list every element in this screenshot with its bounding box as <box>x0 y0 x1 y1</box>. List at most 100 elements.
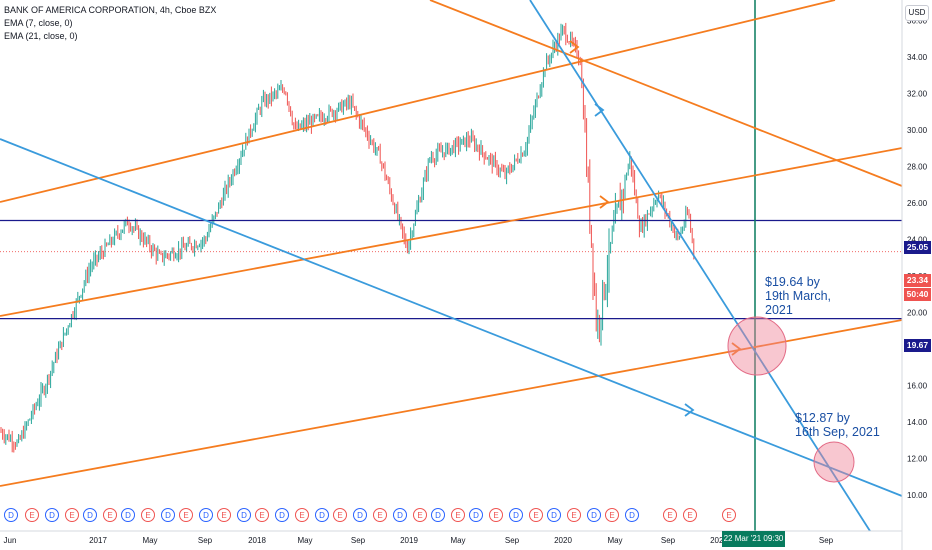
trend-arrow-icon <box>569 40 580 54</box>
event-marker-label: D <box>435 511 441 520</box>
x-tick-label: 2020 <box>554 536 572 545</box>
event-marker-label: E <box>299 511 304 520</box>
x-tick-label: Sep <box>661 536 676 545</box>
dividend-marker[interactable] <box>625 508 639 522</box>
event-marker-label: D <box>49 511 55 520</box>
x-tick-label: May <box>450 536 465 545</box>
earnings-marker[interactable] <box>489 508 503 522</box>
dividend-marker[interactable] <box>121 508 135 522</box>
earnings-marker[interactable] <box>722 508 736 522</box>
x-tick-label: May <box>607 536 622 545</box>
dividend-marker[interactable] <box>587 508 601 522</box>
event-marker-label: E <box>221 511 226 520</box>
earnings-marker[interactable] <box>25 508 39 522</box>
x-tick-label: May <box>142 536 157 545</box>
event-marker-label: D <box>203 511 209 520</box>
x-tick-label: 2017 <box>89 536 107 545</box>
legend-ema21: EMA (21, close, 0) <box>4 31 78 41</box>
earnings-marker[interactable] <box>179 508 193 522</box>
event-marker-label: D <box>551 511 557 520</box>
event-marker-label: E <box>417 511 422 520</box>
dividend-marker[interactable] <box>353 508 367 522</box>
earnings-marker[interactable] <box>683 508 697 522</box>
earnings-marker[interactable] <box>103 508 117 522</box>
y-tick-label: 26.00 <box>907 199 928 208</box>
dividend-marker[interactable] <box>547 508 561 522</box>
event-marker-label: E <box>145 511 150 520</box>
x-tick-label: Sep <box>351 536 366 545</box>
dividend-marker[interactable] <box>199 508 213 522</box>
legend-ema7: EMA (7, close, 0) <box>4 18 73 28</box>
dividend-marker[interactable] <box>315 508 329 522</box>
earnings-marker[interactable] <box>605 508 619 522</box>
x-tick-label: Jun <box>4 536 17 545</box>
currency-badge[interactable]: USD <box>905 5 929 21</box>
last-price-label: 23.34 <box>904 274 931 287</box>
event-marker-label: D <box>8 511 14 520</box>
dividend-marker[interactable] <box>393 508 407 522</box>
y-tick-label: 28.00 <box>907 163 928 172</box>
y-tick-label: 10.00 <box>907 491 928 500</box>
orange-trend-down[interactable] <box>429 0 903 187</box>
level-low-label: 19.67 <box>904 339 931 352</box>
dividend-marker[interactable] <box>161 508 175 522</box>
legend-title: BANK OF AMERICA CORPORATION, 4h, Cboe BZ… <box>4 5 217 15</box>
trend-arrow-icon <box>594 103 605 117</box>
y-tick-label: 30.00 <box>907 126 928 135</box>
event-marker-label: E <box>183 511 188 520</box>
x-tick-label: May <box>297 536 312 545</box>
event-marker-label: D <box>279 511 285 520</box>
event-marker-label: E <box>259 511 264 520</box>
orange-trend-upper[interactable] <box>0 0 836 203</box>
dividend-marker[interactable] <box>431 508 445 522</box>
earnings-marker[interactable] <box>141 508 155 522</box>
trend-arrow-icon <box>599 195 610 209</box>
dividend-marker[interactable] <box>275 508 289 522</box>
earnings-marker[interactable] <box>373 508 387 522</box>
dividend-marker[interactable] <box>469 508 483 522</box>
dividend-marker[interactable] <box>4 508 18 522</box>
event-marker-label: E <box>667 511 672 520</box>
earnings-marker[interactable] <box>451 508 465 522</box>
earnings-marker[interactable] <box>663 508 677 522</box>
chart-legend: BANK OF AMERICA CORPORATION, 4h, Cboe BZ… <box>4 4 216 43</box>
earnings-marker[interactable] <box>255 508 269 522</box>
trend-arrow-icon <box>684 403 695 417</box>
event-marker-label: D <box>513 511 519 520</box>
event-marker-label: D <box>357 511 363 520</box>
earnings-marker[interactable] <box>413 508 427 522</box>
x-tick-label: Sep <box>819 536 834 545</box>
blue-trend-steep[interactable] <box>529 0 871 532</box>
earnings-marker[interactable] <box>529 508 543 522</box>
event-marker-label: E <box>533 511 538 520</box>
countdown-label: 50:40 <box>904 288 931 301</box>
target-circle-2[interactable] <box>813 441 855 483</box>
target-circle-1[interactable] <box>727 316 787 376</box>
dividend-marker[interactable] <box>237 508 251 522</box>
dividend-marker[interactable] <box>509 508 523 522</box>
dividend-marker[interactable] <box>45 508 59 522</box>
dividend-marker[interactable] <box>83 508 97 522</box>
level-high-label: 25.05 <box>904 241 931 254</box>
earnings-marker[interactable] <box>567 508 581 522</box>
event-marker-label: D <box>165 511 171 520</box>
x-tick-label: Sep <box>198 536 213 545</box>
orange-trend-upper-mid[interactable] <box>0 147 903 317</box>
event-marker-label: D <box>87 511 93 520</box>
blue-trend-channel[interactable] <box>0 138 903 497</box>
earnings-marker[interactable] <box>333 508 347 522</box>
earnings-marker[interactable] <box>65 508 79 522</box>
annotation-target-2: $12.87 by 16th Sep, 2021 <box>795 411 880 439</box>
y-tick-label: 14.00 <box>907 418 928 427</box>
x-tick-label: 2021 <box>710 536 728 545</box>
event-marker-label: D <box>319 511 325 520</box>
y-tick-label: 34.00 <box>907 53 928 62</box>
x-tick-label: Sep <box>505 536 520 545</box>
event-marker-label: D <box>241 511 247 520</box>
event-marker-label: E <box>493 511 498 520</box>
earnings-marker[interactable] <box>217 508 231 522</box>
event-marker-label: D <box>629 511 635 520</box>
earnings-marker[interactable] <box>295 508 309 522</box>
cursor-time-tag: 22 Mar '21 09:30 <box>722 531 785 547</box>
